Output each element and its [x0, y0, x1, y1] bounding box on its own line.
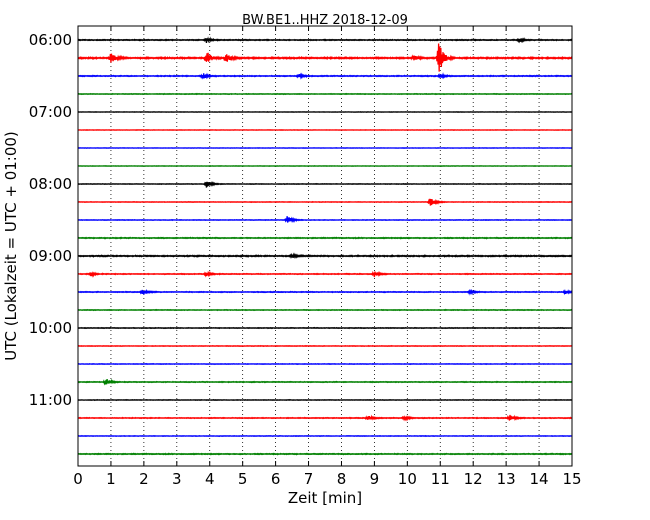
x-tick-label: 8: [337, 470, 347, 488]
x-tick-label: 6: [271, 470, 281, 488]
seismic-traces: [77, 36, 573, 456]
x-tick-label: 4: [205, 470, 215, 488]
x-tick-label: 2: [139, 470, 149, 488]
x-tick-label: 14: [530, 470, 549, 488]
trace-1115: [77, 414, 573, 422]
trace-0830: [77, 216, 573, 224]
x-tick-label: 0: [73, 470, 83, 488]
y-tick-label: 09:00: [29, 247, 72, 265]
trace-0630: [77, 72, 573, 80]
trace-1000: [77, 326, 573, 330]
y-tick-label: 07:00: [29, 103, 72, 121]
trace-0900: [77, 252, 573, 260]
x-tick-label: 12: [464, 470, 483, 488]
trace-0930: [77, 288, 573, 296]
trace-1030: [77, 362, 573, 366]
trace-0800: [77, 181, 573, 188]
trace-1045: [77, 378, 573, 386]
y-tick-label: 10:00: [29, 319, 72, 337]
x-axis-label: Zeit [min]: [288, 489, 362, 507]
trace-1130: [77, 434, 573, 438]
trace-1100: [77, 398, 573, 402]
x-tick-label: 5: [238, 470, 248, 488]
trace-0815: [77, 198, 573, 206]
x-tick-label: 7: [304, 470, 314, 488]
chart-title: BW.BE1..HHZ 2018-12-09: [242, 13, 408, 28]
trace-0615: [77, 43, 573, 72]
trace-0845: [77, 236, 573, 240]
y-tick-label: 08:00: [29, 175, 72, 193]
trace-1015: [77, 344, 573, 348]
x-axis-ticks: 0 1 2 3 4 5 6 7 8 9 10 11 12 13 14 15: [73, 26, 582, 488]
x-tick-label: 11: [431, 470, 450, 488]
y-axis-label: UTC (Lokalzeit = UTC + 01:00): [2, 131, 20, 361]
x-tick-label: 15: [562, 470, 581, 488]
grid-lines: [110, 26, 540, 466]
x-tick-label: 10: [398, 470, 417, 488]
trace-0600: [77, 36, 573, 44]
plot-frame: [77, 25, 573, 467]
x-tick-label: 9: [370, 470, 380, 488]
y-tick-label: 11:00: [29, 391, 72, 409]
trace-0645: [77, 92, 573, 96]
x-tick-label: 13: [497, 470, 516, 488]
x-tick-label: 3: [172, 470, 182, 488]
y-tick-label: 06:00: [29, 31, 72, 49]
x-tick-label: 1: [106, 470, 116, 488]
y-axis-ticks: 06:00 07:00 08:00 09:00 10:00 11:00: [29, 31, 572, 409]
trace-0915: [77, 270, 573, 278]
trace-0945: [77, 308, 573, 312]
trace-1145: [77, 452, 573, 456]
